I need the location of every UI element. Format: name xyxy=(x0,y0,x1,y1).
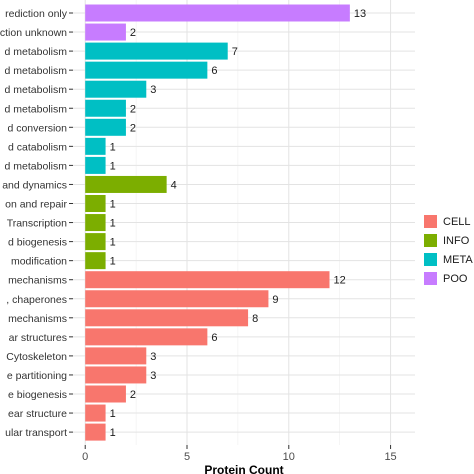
bar-value-label: 1 xyxy=(110,160,116,172)
y-tick-label: d metabolism xyxy=(5,65,68,77)
bars xyxy=(85,4,350,441)
y-tick-label: ar structures xyxy=(9,332,67,344)
bar xyxy=(85,385,126,403)
bar xyxy=(85,214,106,232)
bar-value-label: 2 xyxy=(130,103,136,115)
bar xyxy=(85,99,126,117)
bar-value-label: 9 xyxy=(272,294,278,306)
bar-value-label: 1 xyxy=(110,408,116,420)
y-tick-label: d metabolism xyxy=(5,46,68,58)
bar xyxy=(85,23,126,41)
y-tick-label: ction unknown xyxy=(0,27,67,39)
y-tick-label: d catabolism xyxy=(8,141,67,153)
bar xyxy=(85,347,147,365)
bar xyxy=(85,366,147,384)
y-tick-label: ear structure xyxy=(8,408,67,420)
legend-label: POO xyxy=(443,272,468,285)
y-tick-label: d metabolism xyxy=(5,160,68,172)
y-tick-label: e biogenesis xyxy=(8,389,67,401)
x-tick-label: 5 xyxy=(184,451,190,463)
bar-value-label: 8 xyxy=(252,313,258,325)
legend-label: META xyxy=(443,253,473,266)
bar xyxy=(85,137,106,155)
y-tick-label: e partitioning xyxy=(7,370,67,382)
bar xyxy=(85,404,106,422)
bar xyxy=(85,271,330,289)
y-tick-label: ular transport xyxy=(5,427,67,439)
bar xyxy=(85,61,208,79)
bar xyxy=(85,233,106,251)
bar-value-label: 3 xyxy=(150,370,156,382)
legend-item: CELL xyxy=(424,212,474,231)
y-tick-label: d biogenesis xyxy=(8,237,67,249)
bar-value-label: 2 xyxy=(130,389,136,401)
bar xyxy=(85,80,147,98)
x-axis-ticks: 0 5 10 15 xyxy=(82,445,397,463)
bar-value-label: 6 xyxy=(211,332,217,344)
y-tick-label: modification xyxy=(11,256,67,268)
y-axis-ticks: rediction only ction unknown d metabolism d… xyxy=(0,8,73,439)
bar xyxy=(85,309,249,327)
bar-value-label: 1 xyxy=(110,199,116,211)
x-tick-label: 15 xyxy=(384,451,396,463)
legend-item: META xyxy=(424,250,474,269)
x-tick-label: 0 xyxy=(82,451,88,463)
legend-item: INFO xyxy=(424,231,474,250)
bar-value-label: 12 xyxy=(334,275,346,287)
y-tick-label: , chaperones xyxy=(6,294,67,306)
value-labels: 13 2 7 6 3 2 2 1 1 4 1 1 1 1 12 9 8 6 3 3 2 1 1 xyxy=(110,8,367,439)
legend-label: INFO xyxy=(443,234,470,247)
bar xyxy=(85,195,106,212)
y-tick-label: and dynamics xyxy=(2,179,67,191)
bar xyxy=(85,42,228,60)
y-tick-label: mechanisms xyxy=(8,313,67,325)
bar-value-label: 7 xyxy=(232,46,238,58)
bar xyxy=(85,4,350,22)
bar xyxy=(85,156,106,174)
y-tick-label: d metabolism xyxy=(5,84,68,96)
bar-value-label: 2 xyxy=(130,27,136,39)
bar xyxy=(85,252,106,270)
bar-value-label: 2 xyxy=(130,122,136,134)
legend-label: CELL xyxy=(443,215,471,228)
legend-key xyxy=(424,272,437,285)
y-tick-label: on and repair xyxy=(5,199,67,211)
y-tick-label: d metabolism xyxy=(5,103,68,115)
bar-value-label: 1 xyxy=(110,237,116,249)
bar-value-label: 13 xyxy=(354,8,366,20)
legend-item: POO xyxy=(424,269,474,288)
bar xyxy=(85,175,167,193)
y-tick-label: mechanisms xyxy=(8,275,67,287)
bar xyxy=(85,328,208,346)
bar-value-label: 1 xyxy=(110,218,116,230)
y-tick-label: rediction only xyxy=(5,8,68,20)
y-tick-label: Transcription xyxy=(7,218,67,230)
y-tick-label: d conversion xyxy=(7,122,67,134)
bar-value-label: 4 xyxy=(171,179,177,191)
legend-key xyxy=(424,253,437,266)
bar-value-label: 6 xyxy=(211,65,217,77)
bar xyxy=(85,423,106,441)
x-axis-title: Protein Count xyxy=(204,463,283,474)
legend-key xyxy=(424,215,437,228)
bar xyxy=(85,290,269,308)
y-tick-label: Cytoskeleton xyxy=(6,351,67,363)
bar xyxy=(85,118,126,136)
bar-value-label: 1 xyxy=(110,427,116,439)
bar-value-label: 3 xyxy=(150,351,156,363)
bar-value-label: 3 xyxy=(150,84,156,96)
legend: CELL INFO META POO xyxy=(424,212,474,288)
legend-key xyxy=(424,234,437,247)
x-tick-label: 10 xyxy=(283,451,295,463)
bar-value-label: 1 xyxy=(110,141,116,153)
bar-value-label: 1 xyxy=(110,256,116,268)
